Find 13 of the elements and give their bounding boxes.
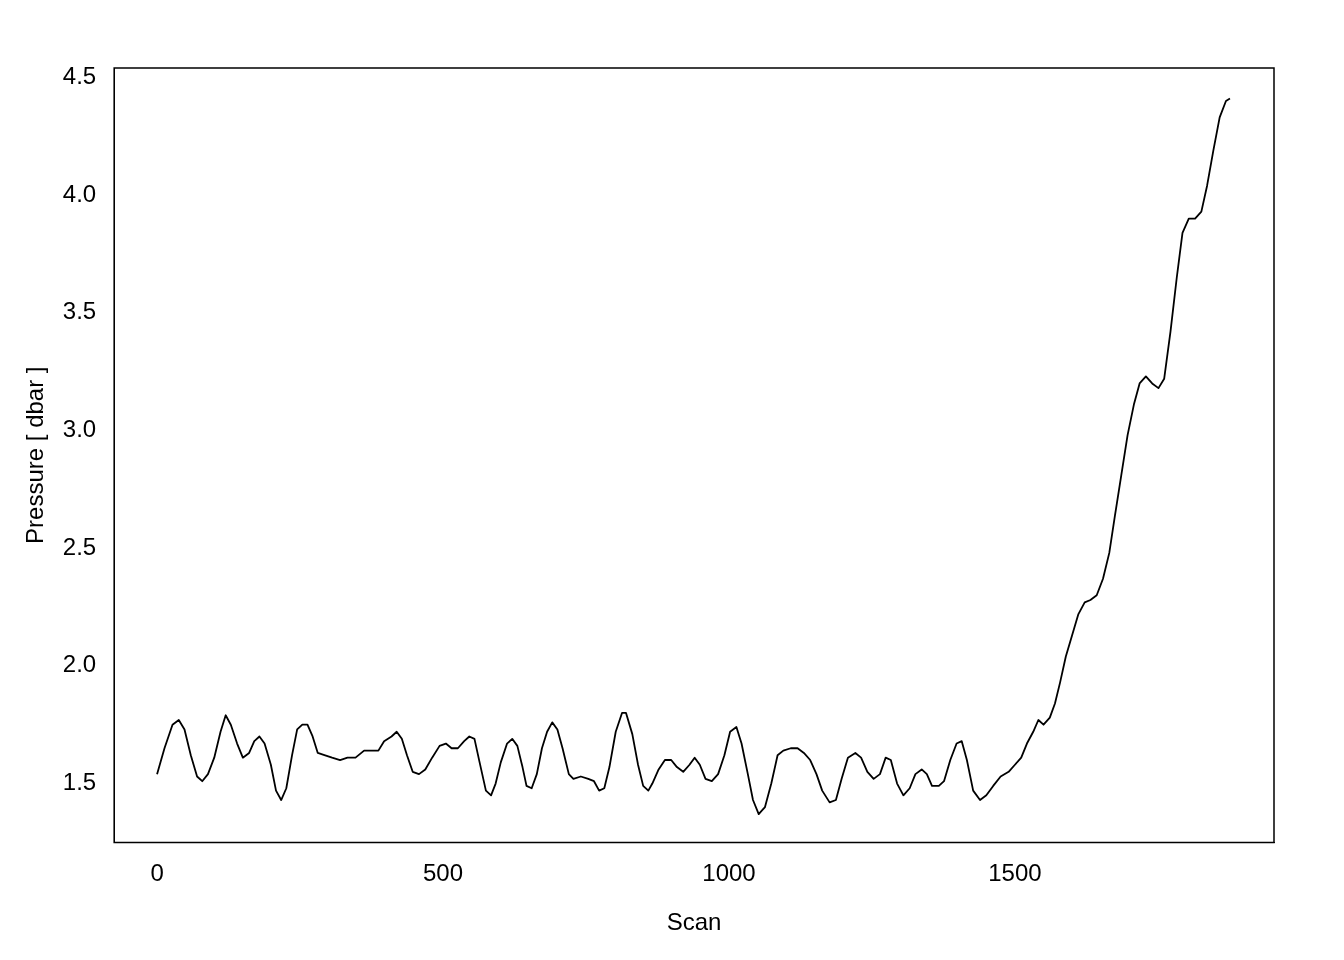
y-tick-label: 3.5 <box>62 297 97 325</box>
y-tick-label: 1.5 <box>62 768 97 796</box>
x-tick-label: 1000 <box>702 859 756 887</box>
y-tick-label: 2.5 <box>62 532 97 560</box>
x-tick-label: 0 <box>150 859 164 887</box>
y-tick-label: 3.0 <box>62 415 97 443</box>
y-tick-label: 2.0 <box>62 650 97 678</box>
y-tick-label: 4.0 <box>62 179 97 207</box>
y-tick-label: 4.5 <box>62 62 97 90</box>
y-axis-title: Pressure [ dbar ] <box>21 366 49 544</box>
x-axis-title: Scan <box>666 908 722 936</box>
x-tick-label: 1500 <box>988 859 1042 887</box>
x-tick-label: 500 <box>422 859 464 887</box>
